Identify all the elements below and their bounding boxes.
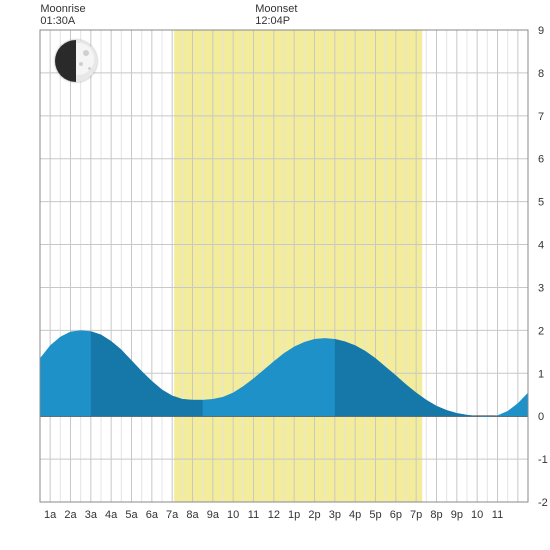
- y-tick-label: 9: [538, 25, 544, 37]
- x-tick-label: 11: [492, 509, 503, 521]
- x-tick-label: 3p: [329, 509, 341, 521]
- x-tick-label: 1a: [44, 509, 57, 521]
- x-tick-label: 10: [227, 509, 239, 521]
- tide-chart-container: Moonrise 01:30A Moonset 12:04P 1a2a3a4a5…: [0, 0, 550, 550]
- x-tick-label: 2p: [308, 509, 320, 521]
- x-tick-label: 8a: [186, 509, 199, 521]
- moonset-time: 12:04P: [255, 15, 297, 27]
- x-tick-label: 3a: [85, 509, 98, 521]
- x-tick-label: 7p: [410, 509, 422, 521]
- y-tick-label: 3: [538, 282, 544, 294]
- y-tick-label: 0: [538, 411, 544, 423]
- daylight-band: [174, 30, 422, 502]
- x-tick-label: 9p: [451, 509, 463, 521]
- moonset-label: Moonset 12:04P: [255, 3, 297, 27]
- moonrise-label: Moonrise 01:30A: [40, 3, 85, 27]
- y-tick-label: 8: [538, 68, 544, 80]
- y-tick-label: 4: [538, 240, 544, 252]
- moonset-text: Moonset: [255, 3, 297, 15]
- y-tick-label: 6: [538, 154, 544, 166]
- moonrise-text: Moonrise: [40, 3, 85, 15]
- y-tick-label: 2: [538, 325, 544, 337]
- x-tick-label: 4p: [349, 509, 361, 521]
- y-tick-label: 7: [538, 111, 544, 123]
- x-tick-label: 8p: [430, 509, 442, 521]
- x-tick-label: 7a: [166, 509, 179, 521]
- x-tick-label: 10: [471, 509, 483, 521]
- x-tick-label: 6p: [390, 509, 402, 521]
- x-tick-label: 9a: [207, 509, 220, 521]
- x-tick-label: 4a: [105, 509, 118, 521]
- x-tick-label: 1p: [288, 509, 300, 521]
- moon-phase-icon: [55, 40, 97, 82]
- y-tick-label: 5: [538, 197, 544, 209]
- x-tick-label: 2a: [64, 509, 77, 521]
- x-tick-label: 6a: [146, 509, 159, 521]
- y-tick-label: -1: [538, 454, 548, 466]
- tide-chart-svg: 1a2a3a4a5a6a7a8a9a1011121p2p3p4p5p6p7p8p…: [0, 0, 550, 550]
- x-tick-label: 5a: [125, 509, 138, 521]
- y-tick-label: -2: [538, 497, 548, 509]
- moonrise-time: 01:30A: [40, 15, 85, 27]
- x-tick-label: 11: [248, 509, 259, 521]
- x-tick-label: 5p: [369, 509, 381, 521]
- y-tick-label: 1: [538, 368, 544, 380]
- x-tick-label: 12: [268, 509, 280, 521]
